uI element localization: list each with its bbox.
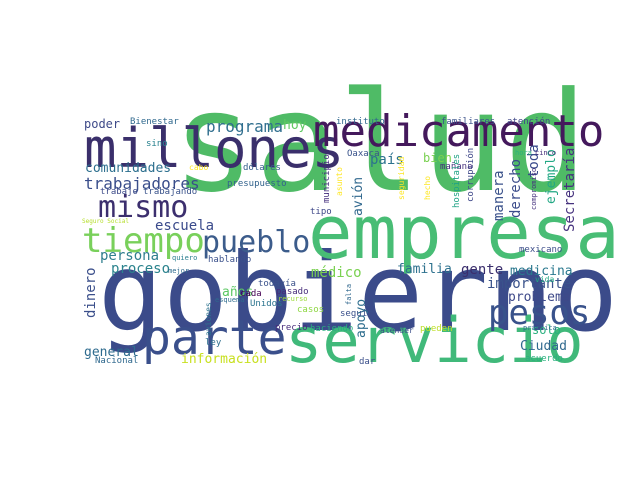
word-ir: ir bbox=[363, 295, 379, 310]
word-tiempo: tiempo bbox=[82, 221, 205, 261]
word-mejor: mejor bbox=[168, 267, 190, 275]
word-vida: vida bbox=[535, 275, 555, 284]
word-nacional: Nacional bbox=[95, 356, 139, 366]
word-seguir: seguir bbox=[340, 309, 373, 319]
word-general: general bbox=[84, 345, 139, 360]
word-importante: importante bbox=[487, 276, 572, 292]
word-bien: bien bbox=[423, 151, 452, 165]
word-familiares: familiares bbox=[441, 117, 496, 127]
word-mismo: mismo bbox=[98, 190, 189, 225]
word-corrupcion: corrupción bbox=[466, 147, 476, 202]
word-servicio: servicio bbox=[285, 304, 584, 377]
word-dar: dar bbox=[359, 357, 376, 367]
word-manera: manera bbox=[491, 170, 507, 221]
word-derecho: derecho bbox=[508, 158, 524, 218]
word-dolares: dólares bbox=[243, 163, 281, 173]
word-millones: millones bbox=[84, 117, 345, 180]
word-gobierno: gobierno bbox=[98, 231, 619, 356]
word-municipio: municipio bbox=[322, 154, 332, 203]
word-pesos: pesos bbox=[488, 293, 591, 333]
word-informacion: información bbox=[181, 352, 268, 367]
word-proceso: proceso bbox=[111, 261, 171, 277]
word-pasado: pasado bbox=[276, 287, 309, 297]
word-anos: años bbox=[222, 285, 254, 300]
word-secretaria: Secretaría bbox=[562, 147, 578, 232]
word-cada: cada bbox=[240, 289, 262, 299]
word-cinco: cinco bbox=[535, 149, 557, 157]
word-ciudad: Ciudad bbox=[520, 339, 567, 354]
word-esquema: esquema bbox=[215, 296, 245, 304]
word-seguro-social: Seguro Social bbox=[82, 218, 129, 225]
word-avion: avión bbox=[351, 176, 366, 216]
word-medico: médico bbox=[311, 265, 362, 281]
word-poder: poder bbox=[84, 117, 121, 131]
word-unidos: Unidos bbox=[250, 299, 283, 309]
word-sino: sino bbox=[146, 139, 168, 149]
word-medicina: medicina bbox=[510, 264, 573, 279]
word-oaxaca: Oaxaca bbox=[347, 149, 380, 159]
word-programa: programa bbox=[206, 117, 284, 136]
word-manana: mañana bbox=[440, 162, 473, 172]
word-parte: parte bbox=[142, 310, 287, 366]
word-asunto: asunto bbox=[335, 167, 344, 196]
word-trabajadores: trabajadores bbox=[84, 174, 200, 193]
word-presupuesto: presupuesto bbox=[227, 179, 287, 189]
word-trabajo: trabajo bbox=[100, 187, 138, 197]
word-solo: solo bbox=[532, 323, 561, 337]
word-escuela: escuela bbox=[155, 218, 215, 234]
word-quiero: quiero bbox=[172, 254, 198, 262]
word-pueblo: pueblo bbox=[202, 225, 311, 260]
word-casos: casos bbox=[297, 305, 325, 315]
word-falta: falta bbox=[345, 283, 353, 305]
word-precio: precio bbox=[275, 323, 308, 333]
word-haciendo: haciendo bbox=[310, 324, 354, 334]
word-hora: hora bbox=[515, 149, 532, 157]
word-instituto: instituto bbox=[336, 117, 385, 127]
word-atender: atender bbox=[380, 326, 414, 335]
word-hecho: hecho bbox=[423, 175, 432, 200]
word-medicamento: medicamento bbox=[313, 106, 605, 157]
word-comunidades: comunidades bbox=[85, 161, 172, 176]
word-familia: familia bbox=[397, 262, 452, 277]
word-problema: problema bbox=[508, 290, 571, 305]
word-aviones: aviones bbox=[204, 302, 213, 336]
word-empresa: empresa bbox=[308, 190, 620, 276]
word-cabo: cabo bbox=[189, 163, 209, 172]
word-ejemplo: ejemplo bbox=[544, 149, 559, 204]
word-practica: práctica bbox=[523, 324, 557, 332]
word-recurso: recurso bbox=[278, 295, 308, 303]
word-persona: persona bbox=[100, 248, 160, 264]
word-trabajando: trabajando bbox=[143, 187, 198, 197]
word-atencion: atención bbox=[507, 117, 551, 127]
word-hablando: hablando bbox=[208, 255, 252, 265]
word-compromiso: compromiso bbox=[530, 167, 538, 210]
word-hospitales: hospitales bbox=[452, 153, 462, 208]
word-hoy: hoy bbox=[283, 118, 307, 133]
word-seguridad: seguridad bbox=[397, 156, 406, 200]
word-bienestar: Bienestar bbox=[130, 117, 179, 127]
word-pais: país bbox=[370, 152, 404, 168]
word-todavia: todavía bbox=[258, 279, 296, 289]
word-ley: ley bbox=[205, 338, 222, 348]
word-salud: salud bbox=[172, 62, 588, 223]
word-gente: gente bbox=[461, 262, 504, 278]
word-pueden: pueden bbox=[420, 324, 453, 334]
word-tipo: tipo bbox=[310, 207, 332, 217]
word-acuerdo: acuerdo bbox=[525, 354, 563, 364]
word-mexicano: mexicano bbox=[519, 245, 563, 255]
word-dinero: dinero bbox=[83, 267, 99, 318]
